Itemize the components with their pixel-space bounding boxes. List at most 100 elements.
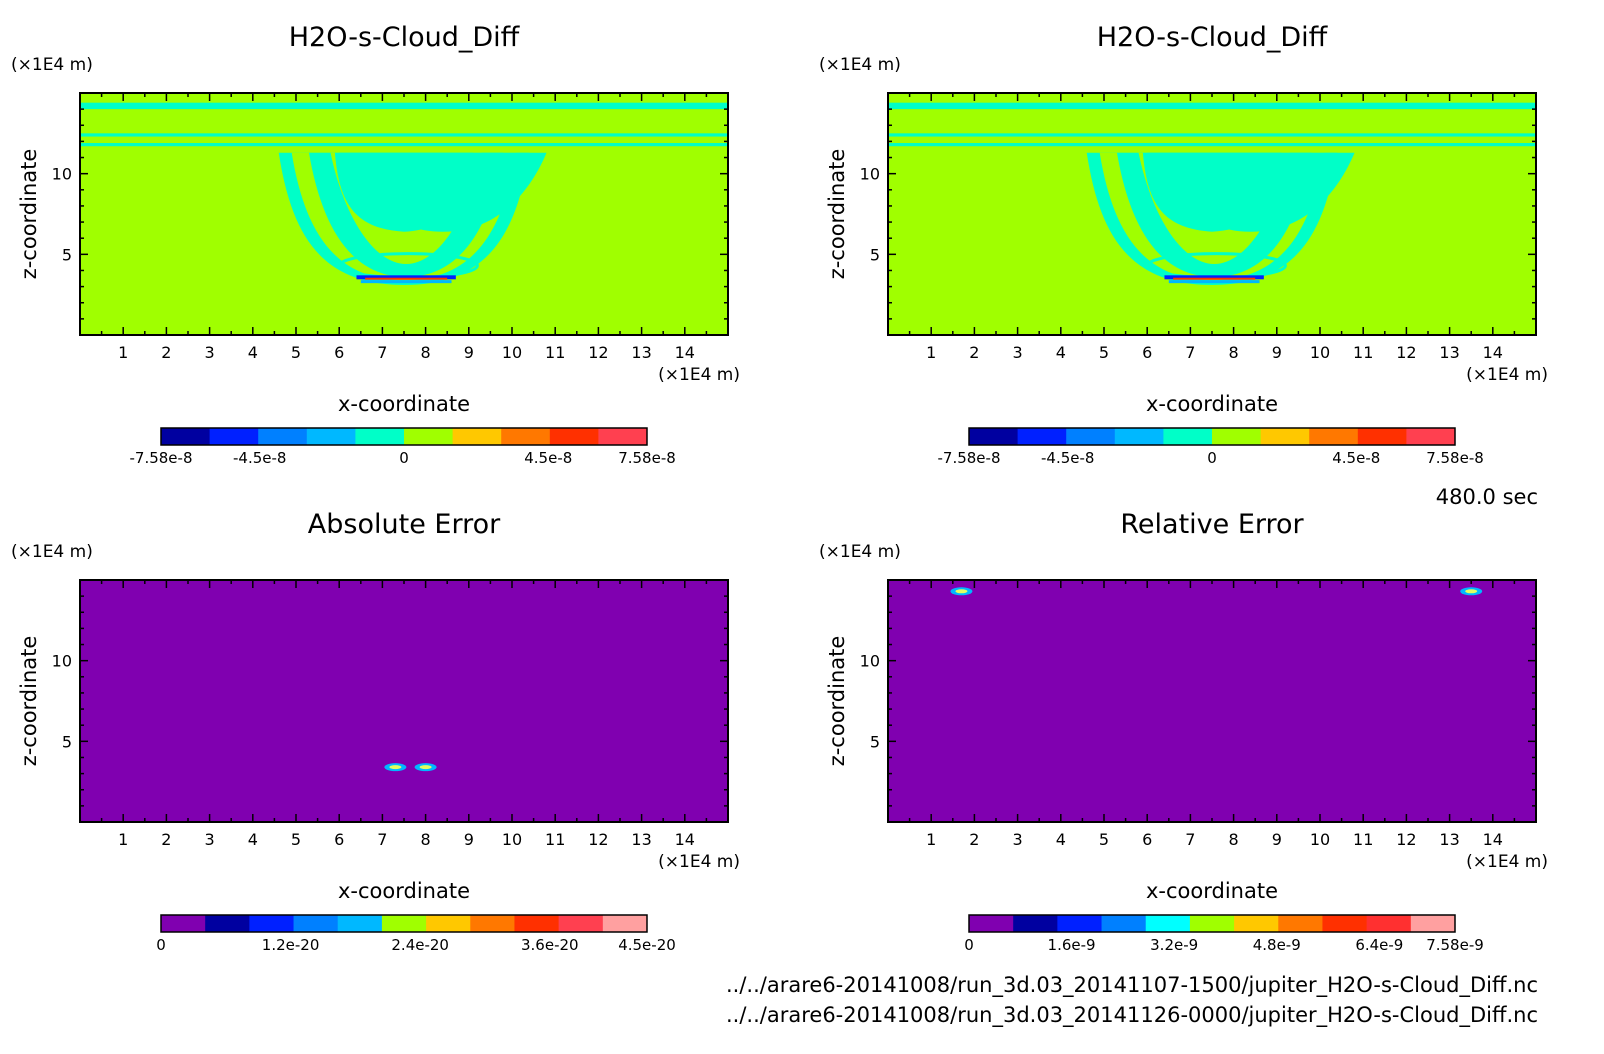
x-unit-label: (×1E4 m)	[1466, 852, 1548, 872]
y-unit-label: (×1E4 m)	[819, 55, 901, 75]
colorbar-swatch	[558, 915, 604, 932]
y-tick-label: 10	[52, 652, 72, 671]
colorbar-tick-label: 3.2e-9	[1150, 936, 1198, 954]
top-band	[80, 143, 728, 147]
x-tick-label: 6	[334, 343, 344, 362]
colorbar-tick-label: 0	[1207, 449, 1217, 467]
x-tick-label: 1	[118, 830, 128, 849]
y-axis-label: z-coordinate	[825, 149, 849, 280]
colorbar-swatch	[1114, 428, 1164, 445]
colorbar-swatch	[1260, 428, 1310, 445]
y-unit-label: (×1E4 m)	[11, 55, 93, 75]
x-tick-label: 3	[1013, 830, 1023, 849]
x-tick-label: 2	[969, 830, 979, 849]
x-tick-label: 7	[1185, 343, 1195, 362]
colorbar-tick-label: -4.5e-8	[1041, 449, 1094, 467]
colorbar-swatch	[1101, 915, 1147, 932]
x-tick-label: 10	[1310, 830, 1330, 849]
bottom-line-blue	[1164, 275, 1264, 280]
colorbar-frame	[968, 427, 1456, 446]
x-tick-label: 8	[421, 343, 431, 362]
colorbar-swatch	[161, 428, 211, 445]
colorbar-swatch	[501, 428, 551, 445]
colorbar-swatch	[293, 915, 339, 932]
colorbar-swatch	[602, 915, 648, 932]
colorbar-swatch	[1410, 915, 1456, 932]
x-tick-label: 8	[421, 830, 431, 849]
colorbar-swatch	[1278, 915, 1323, 932]
y-tick-label: 5	[870, 245, 880, 264]
colorbar-swatch	[337, 915, 383, 932]
chart-panel-2: H2O-s-Cloud_Diff(×1E4 m)1 2 3 4 5 6 7 8 9 10 11 12 1…	[819, 22, 1548, 467]
x-tick-label: 3	[205, 830, 215, 849]
x-tick-label: 13	[1439, 343, 1459, 362]
colorbar-frame	[160, 427, 648, 446]
error-spot-core	[389, 765, 402, 770]
colorbar-tick-label: 7.58e-8	[1426, 449, 1484, 467]
x-tick-label: 9	[1272, 830, 1282, 849]
colorbar-swatch	[1406, 428, 1456, 445]
colorbar-swatch	[549, 428, 599, 445]
colorbar-swatch	[598, 428, 648, 445]
x-tick-label: 13	[631, 343, 651, 362]
colorbar-swatch	[1066, 428, 1116, 445]
footer-file-1: ../../arare6-20141008/run_3d.03_20141107…	[726, 973, 1538, 998]
colorbar-swatch	[1212, 428, 1262, 445]
y-tick-label: 10	[52, 165, 72, 184]
x-tick-label: 6	[1142, 343, 1152, 362]
y-axis-label: z-coordinate	[825, 636, 849, 767]
top-band	[888, 102, 1536, 110]
x-tick-label: 1	[926, 830, 936, 849]
colorbar-tick-label: 0	[399, 449, 409, 467]
y-tick-label: 10	[860, 165, 880, 184]
x-tick-label: 13	[631, 830, 651, 849]
field-pattern	[888, 102, 1536, 285]
x-tick-label: 12	[1396, 830, 1416, 849]
colorbar-tick-label: 4.5e-20	[618, 936, 676, 954]
x-unit-label: (×1E4 m)	[658, 852, 740, 872]
x-tick-label: 12	[588, 343, 608, 362]
footer-file-2: ../../arare6-20141008/run_3d.03_20141126…	[726, 1003, 1538, 1028]
colorbar-tick-label: 1.6e-9	[1048, 936, 1096, 954]
colorbar-tick-label: 0	[964, 936, 974, 954]
chart-title: Relative Error	[1120, 509, 1304, 540]
top-band	[80, 133, 728, 137]
colorbar-tick-label: 0	[156, 936, 166, 954]
colorbar-tick-label: -4.5e-8	[233, 449, 286, 467]
x-tick-label: 14	[1483, 830, 1503, 849]
x-tick-label: 2	[161, 343, 171, 362]
colorbar-swatch	[306, 428, 356, 445]
y-tick-label: 5	[870, 732, 880, 751]
x-axis-label: x-coordinate	[1146, 392, 1278, 416]
x-tick-label: 11	[1353, 830, 1373, 849]
colorbar-swatch	[1163, 428, 1213, 445]
colorbar-swatch	[470, 915, 515, 932]
bottom-line-blue	[356, 275, 456, 280]
chart-panel-4: Relative Error(×1E4 m)1 2 3 4 5 6 7 8 9 10 11 12 13 1…	[819, 509, 1548, 954]
x-tick-label: 2	[969, 343, 979, 362]
x-tick-label: 3	[205, 343, 215, 362]
x-tick-label: 6	[1142, 830, 1152, 849]
colorbar-swatch	[381, 915, 427, 932]
top-band	[888, 143, 1536, 147]
x-unit-label: (×1E4 m)	[658, 365, 740, 385]
y-axis-label: z-coordinate	[17, 149, 41, 280]
colorbar-swatch	[969, 915, 1014, 932]
colorbar-swatch	[1322, 915, 1368, 932]
chart-title: H2O-s-Cloud_Diff	[1097, 22, 1329, 53]
x-tick-label: 11	[545, 343, 565, 362]
colorbar-swatch	[1057, 915, 1103, 932]
colorbar-frame	[160, 914, 648, 933]
top-band	[80, 102, 728, 110]
x-tick-label: 8	[1229, 343, 1239, 362]
colorbar-swatch	[1145, 915, 1191, 932]
colorbar-swatch	[355, 428, 405, 445]
colorbar-tick-label: 4.5e-8	[524, 449, 572, 467]
colorbar-tick-label: 1.2e-20	[262, 936, 320, 954]
x-tick-label: 12	[588, 830, 608, 849]
x-tick-label: 9	[464, 830, 474, 849]
x-tick-label: 7	[377, 343, 387, 362]
x-axis-label: x-coordinate	[338, 879, 470, 903]
x-tick-label: 11	[545, 830, 565, 849]
